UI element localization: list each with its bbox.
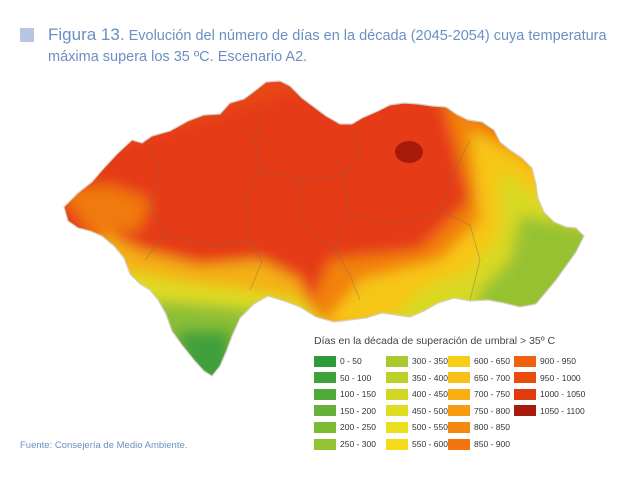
legend-item: 50 - 100: [314, 372, 371, 384]
legend-swatch: [314, 421, 336, 433]
map-legend: Días en la década de superación de umbra…: [314, 335, 614, 450]
figure-caption: Figura 13. Evolución del número de días …: [20, 24, 620, 68]
legend-swatch: [386, 405, 408, 417]
legend-swatch: [386, 388, 408, 400]
legend-label: 150 - 200: [340, 405, 376, 416]
legend-title: Días en la década de superación de umbra…: [314, 335, 556, 347]
legend-item: 400 - 450: [386, 388, 448, 400]
legend-item: 700 - 750: [448, 388, 510, 400]
legend-item: 500 - 550: [386, 421, 448, 433]
legend-label: 550 - 600: [412, 439, 448, 449]
legend-label: 750 - 800: [474, 405, 510, 416]
zone-orange-west: [64, 185, 150, 235]
legend-swatch: [514, 355, 536, 367]
legend-label: 100 - 150: [340, 389, 376, 400]
legend-swatch: [314, 355, 336, 367]
legend-swatch: [514, 405, 536, 417]
legend-item: 300 - 350: [386, 355, 448, 367]
legend-label: 350 - 400: [412, 372, 448, 383]
legend-item: 250 - 300: [314, 438, 376, 450]
legend-label: 850 - 900: [474, 439, 510, 449]
legend-item: 200 - 250: [314, 421, 376, 433]
figure-label: Figura 13.: [48, 25, 125, 44]
legend-item: 0 - 50: [314, 355, 362, 367]
province-borders: [144, 109, 481, 301]
legend-label: 300 - 350: [412, 356, 448, 366]
legend-item: 550 - 600: [386, 438, 448, 450]
legend-item: 1000 - 1050: [514, 388, 585, 400]
legend-grid: 0 - 50 50 - 100 100 - 150 150 - 200 200 - 25…: [314, 355, 614, 450]
legend-item: 100 - 150: [314, 388, 376, 400]
legend-label: 700 - 750: [474, 389, 510, 400]
legend-swatch: [448, 405, 470, 417]
legend-label: 1050 - 1100: [540, 405, 585, 416]
legend-swatch: [514, 388, 536, 400]
legend-label: 200 - 250: [340, 422, 376, 433]
legend-item: 600 - 650: [448, 355, 510, 367]
legend-label: 50 - 100: [340, 372, 372, 383]
legend-swatch: [448, 355, 470, 367]
legend-swatch: [386, 421, 408, 433]
legend-swatch: [448, 438, 470, 450]
legend-item: 350 - 400: [386, 372, 448, 384]
legend-label: 400 - 450: [412, 389, 448, 400]
legend-item: 900 - 950: [514, 355, 576, 367]
caption-text: Figura 13. Evolución del número de días …: [48, 24, 620, 68]
legend-swatch: [386, 372, 408, 384]
legend-item: 650 - 700: [448, 372, 510, 384]
legend-swatch: [314, 405, 336, 417]
legend-label: 600 - 650: [474, 356, 510, 366]
legend-label: 250 - 300: [340, 439, 376, 449]
legend-swatch: [448, 388, 470, 400]
legend-swatch: [386, 355, 408, 367]
legend-item: 150 - 200: [314, 405, 376, 417]
legend-label: 900 - 950: [540, 356, 576, 366]
legend-swatch: [314, 438, 336, 450]
legend-swatch: [314, 372, 336, 384]
legend-label: 650 - 700: [474, 372, 510, 383]
zone-deep-green: [175, 330, 235, 376]
legend-item: 450 - 500: [386, 405, 448, 417]
legend-label: 950 - 1000: [540, 372, 581, 383]
legend-item: 750 - 800: [448, 405, 510, 417]
legend-swatch: [314, 388, 336, 400]
legend-swatch: [448, 372, 470, 384]
legend-swatch: [386, 438, 408, 450]
legend-label: 1000 - 1050: [540, 389, 586, 400]
caption-bullet: [20, 28, 34, 42]
legend-label: 450 - 500: [412, 405, 448, 416]
legend-item: 800 - 850: [448, 421, 510, 433]
legend-item: 850 - 900: [448, 438, 510, 450]
legend-label: 0 - 50: [340, 356, 362, 366]
legend-swatch: [448, 421, 470, 433]
peak-zone: [395, 141, 423, 163]
figure-title: Evolución del número de días en la décad…: [48, 28, 607, 65]
legend-swatch: [514, 372, 536, 384]
source-note: Fuente: Consejería de Medio Ambiente.: [20, 440, 188, 451]
legend-label: 800 - 850: [474, 422, 510, 433]
legend-label: 500 - 550: [412, 422, 448, 433]
legend-item: 1050 - 1100: [514, 405, 585, 417]
legend-item: 950 - 1000: [514, 372, 581, 384]
